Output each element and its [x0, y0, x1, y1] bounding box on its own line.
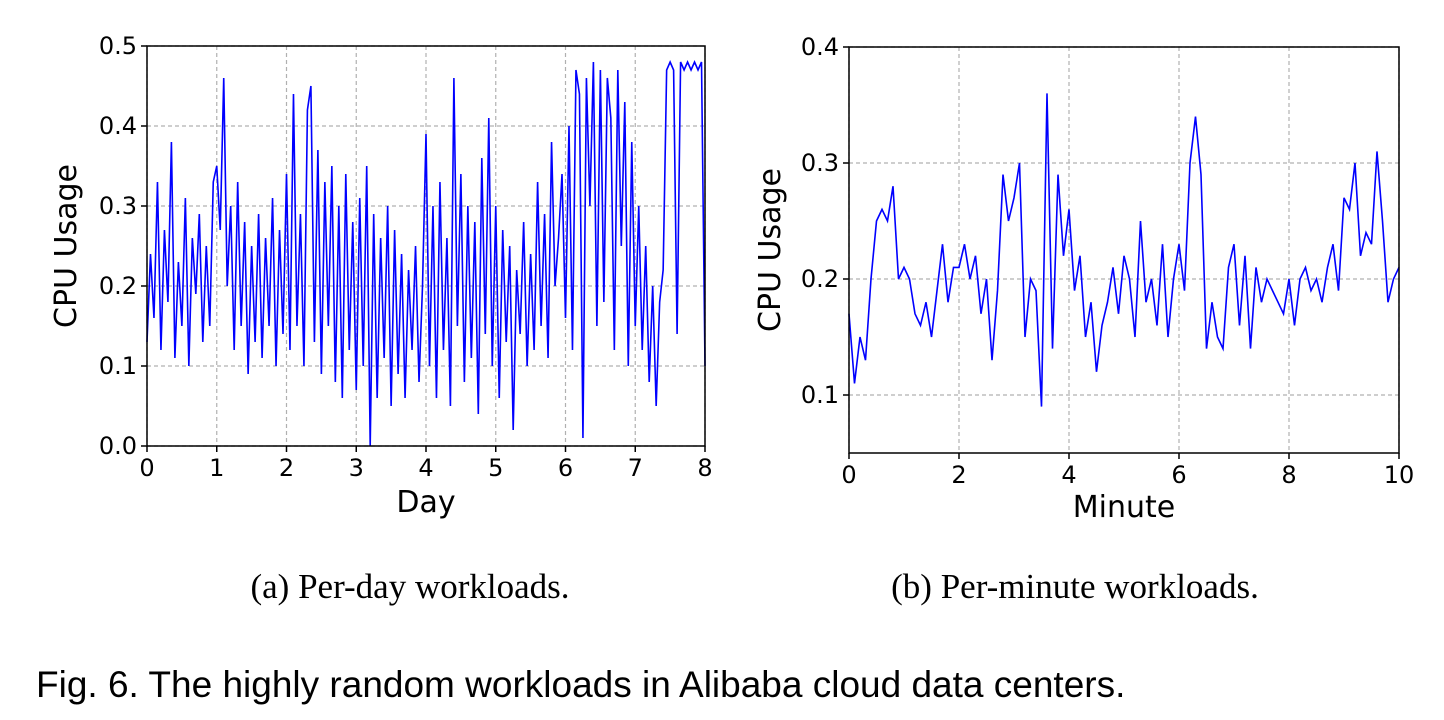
subplot-caption: (b) Per-minute workloads. [891, 567, 1259, 606]
x-tick-label: 8 [697, 454, 712, 482]
y-tick-label: 0.2 [801, 265, 839, 293]
x-tick-label: 5 [488, 454, 503, 482]
x-tick-label: 6 [1171, 461, 1186, 489]
x-tick-label: 4 [1061, 461, 1076, 489]
plot-frame [848, 46, 1400, 454]
x-tick-label: 2 [279, 454, 294, 482]
x-tick-label: 8 [1281, 461, 1296, 489]
x-tick-label: 10 [1384, 461, 1415, 489]
x-tick-label: 1 [209, 454, 224, 482]
x-axis-label: Minute [1073, 490, 1175, 525]
x-tick-label: 3 [349, 454, 364, 482]
y-tick-label: 0.3 [99, 192, 137, 220]
x-tick-label: 2 [951, 461, 966, 489]
x-tick-label: 6 [558, 454, 573, 482]
y-axis-label: CPU Usage [753, 168, 788, 332]
x-tick-label: 0 [841, 461, 856, 489]
y-axis-label: CPU Usage [49, 164, 84, 328]
y-tick-label: 0.4 [99, 112, 137, 140]
y-tick-label: 0.5 [99, 32, 137, 60]
y-tick-label: 0.0 [99, 432, 137, 460]
y-tick-label: 0.3 [801, 149, 839, 177]
subplot-caption: (a) Per-day workloads. [250, 567, 569, 606]
x-tick-label: 7 [628, 454, 643, 482]
data-line [848, 93, 1400, 407]
y-tick-label: 0.4 [801, 33, 839, 61]
x-tick-label: 4 [418, 454, 433, 482]
figure-caption: Fig. 6. The highly random workloads in A… [36, 664, 1125, 705]
plot-frame [146, 45, 706, 447]
x-tick-label: 0 [139, 454, 154, 482]
x-axis-label: Day [396, 485, 455, 520]
y-tick-label: 0.1 [99, 352, 137, 380]
y-tick-label: 0.2 [99, 272, 137, 300]
data-line [146, 59, 706, 447]
y-tick-label: 0.1 [801, 381, 839, 409]
